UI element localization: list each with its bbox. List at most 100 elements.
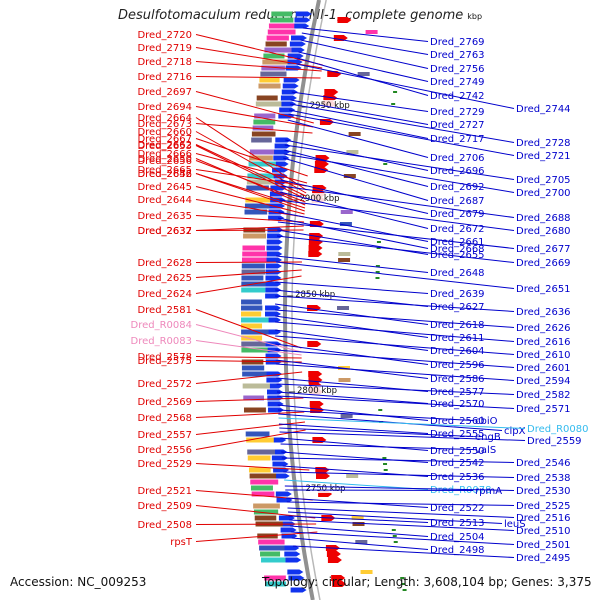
gene-label-text: Dred_R0080 — [527, 424, 589, 435]
leader-line — [195, 199, 305, 218]
gene-label-text: Dred_2680 — [516, 226, 571, 237]
gene-label-text: Dred_2504 — [430, 532, 485, 543]
leader-line — [276, 383, 515, 395]
gene-label-text: Dred_2570 — [430, 399, 485, 410]
leader-line — [281, 457, 515, 463]
gene-label-text: Dred_2601 — [516, 363, 571, 374]
cog-block — [264, 575, 286, 581]
gene-label-text: Dred_2645 — [137, 182, 192, 193]
reverse-gene-label: Dred_2668 — [278, 217, 485, 255]
gene-label-text: Dred_2572 — [137, 379, 192, 390]
gene-label-text: Dred_2625 — [137, 273, 192, 284]
reverse-gene-arrow — [266, 251, 283, 257]
cog-block — [247, 173, 274, 179]
leader-line — [195, 215, 305, 223]
reverse-gene-arrow — [284, 551, 301, 557]
reverse-gene-arrow — [265, 305, 282, 311]
leader-line — [195, 173, 305, 212]
leader-line — [195, 131, 307, 194]
reverse-gene-arrow — [268, 407, 285, 413]
tick-label-bg — [297, 193, 344, 203]
cog-block — [241, 311, 262, 317]
reverse-gene-label: Dred_2677 — [277, 221, 571, 255]
feature-block — [352, 522, 365, 526]
forward-gene-arrow — [308, 371, 323, 377]
forward-gene-label: Dred_2694 — [137, 102, 314, 128]
gene-label-text: Dred_2594 — [516, 376, 571, 387]
gene-label-text: Dred_2637 — [137, 226, 192, 237]
feature-block — [351, 516, 364, 520]
gene-label-text: Dred_2575 — [137, 356, 192, 367]
marker — [375, 271, 380, 273]
gene-label-text: Dred_2542 — [430, 458, 485, 469]
gene-label-text: Dred_2596 — [430, 360, 485, 371]
leader-line — [195, 340, 302, 356]
cog-block — [246, 179, 275, 185]
leader-line — [195, 411, 305, 418]
cog-block — [249, 149, 275, 155]
reverse-gene-label: Dred_2522 — [286, 497, 485, 514]
leader-line — [290, 99, 429, 125]
reverse-gene-label: Dred_2510 — [289, 519, 571, 537]
cog-block — [256, 95, 278, 101]
reverse-gene-label: Dred_2525 — [286, 501, 571, 512]
cog-block — [245, 197, 271, 203]
gene-label-text: Dred_2581 — [137, 305, 192, 316]
gene-label-text: Dred_2668 — [430, 244, 485, 255]
cog-block — [244, 209, 268, 215]
cog-block — [248, 467, 271, 473]
gene-label-text: Dred_2525 — [516, 501, 571, 512]
reverse-gene-arrow — [280, 101, 297, 107]
forward-gene-arrow — [326, 551, 341, 557]
leader-line — [275, 335, 515, 355]
gene-label-text: Dred_2513 — [430, 518, 485, 529]
marker — [402, 589, 407, 591]
tick: 2750 kbp — [297, 483, 350, 494]
leader-line — [292, 545, 515, 558]
cog-block — [246, 185, 269, 191]
gene-label-text: Dred_2672 — [430, 224, 485, 235]
gene-label-text: Dred_2662 — [137, 140, 192, 151]
cog-block — [243, 233, 267, 239]
gene-label-text: Dred_R0084 — [131, 320, 193, 331]
reverse-gene-label: Dred_2594 — [275, 363, 571, 387]
forward-gene-label: Dred_2667 — [137, 134, 308, 177]
gene-label-text: Dred_2669 — [516, 258, 571, 269]
leader-line — [285, 139, 429, 171]
reverse-gene-label: Dred_2555 — [278, 423, 485, 440]
reverse-gene-arrow — [266, 389, 283, 395]
leader-line — [195, 356, 302, 359]
leader-line — [195, 397, 304, 402]
cog-block — [241, 299, 262, 305]
tick: 2800 kbp — [289, 385, 342, 396]
marker — [383, 163, 388, 165]
tick-label-bg — [303, 483, 350, 493]
reverse-gene-label: Dred_2669 — [277, 235, 571, 269]
cog-block — [251, 137, 272, 143]
feature-block — [348, 132, 361, 136]
reverse-gene-label: Dred_2538 — [283, 471, 571, 484]
leader-line — [195, 225, 304, 231]
cog-block — [253, 503, 280, 509]
leader-line — [278, 423, 429, 434]
reverse-gene-label: Dred_2571 — [277, 395, 571, 415]
gene-label-text: Dred_2666 — [137, 149, 192, 160]
forward-strand-labels: Dred_2720 Dred_2719 Dred_2718 Dred_2716 Dred… — [131, 30, 323, 548]
gene-label-text: Dred_2522 — [430, 503, 485, 514]
cog-block — [270, 17, 294, 23]
leader-line — [195, 76, 321, 79]
leader-line — [300, 39, 429, 69]
reverse-gene-label: Dred_2516 — [287, 507, 571, 524]
feature-block — [337, 306, 350, 310]
leader-line — [278, 413, 503, 431]
cog-block — [254, 113, 276, 119]
gene-label-text: Dred_2632 — [137, 226, 192, 237]
reverse-gene-arrow — [283, 545, 300, 551]
reverse-gene-label: clpX — [278, 413, 526, 437]
leader-line — [195, 123, 313, 134]
cog-block — [243, 395, 265, 401]
reverse-gene-label: Dred_2501 — [290, 531, 571, 551]
reverse-gene-label: Dred_2721 — [288, 113, 571, 162]
gene-label-text: Dred_2694 — [137, 102, 192, 113]
